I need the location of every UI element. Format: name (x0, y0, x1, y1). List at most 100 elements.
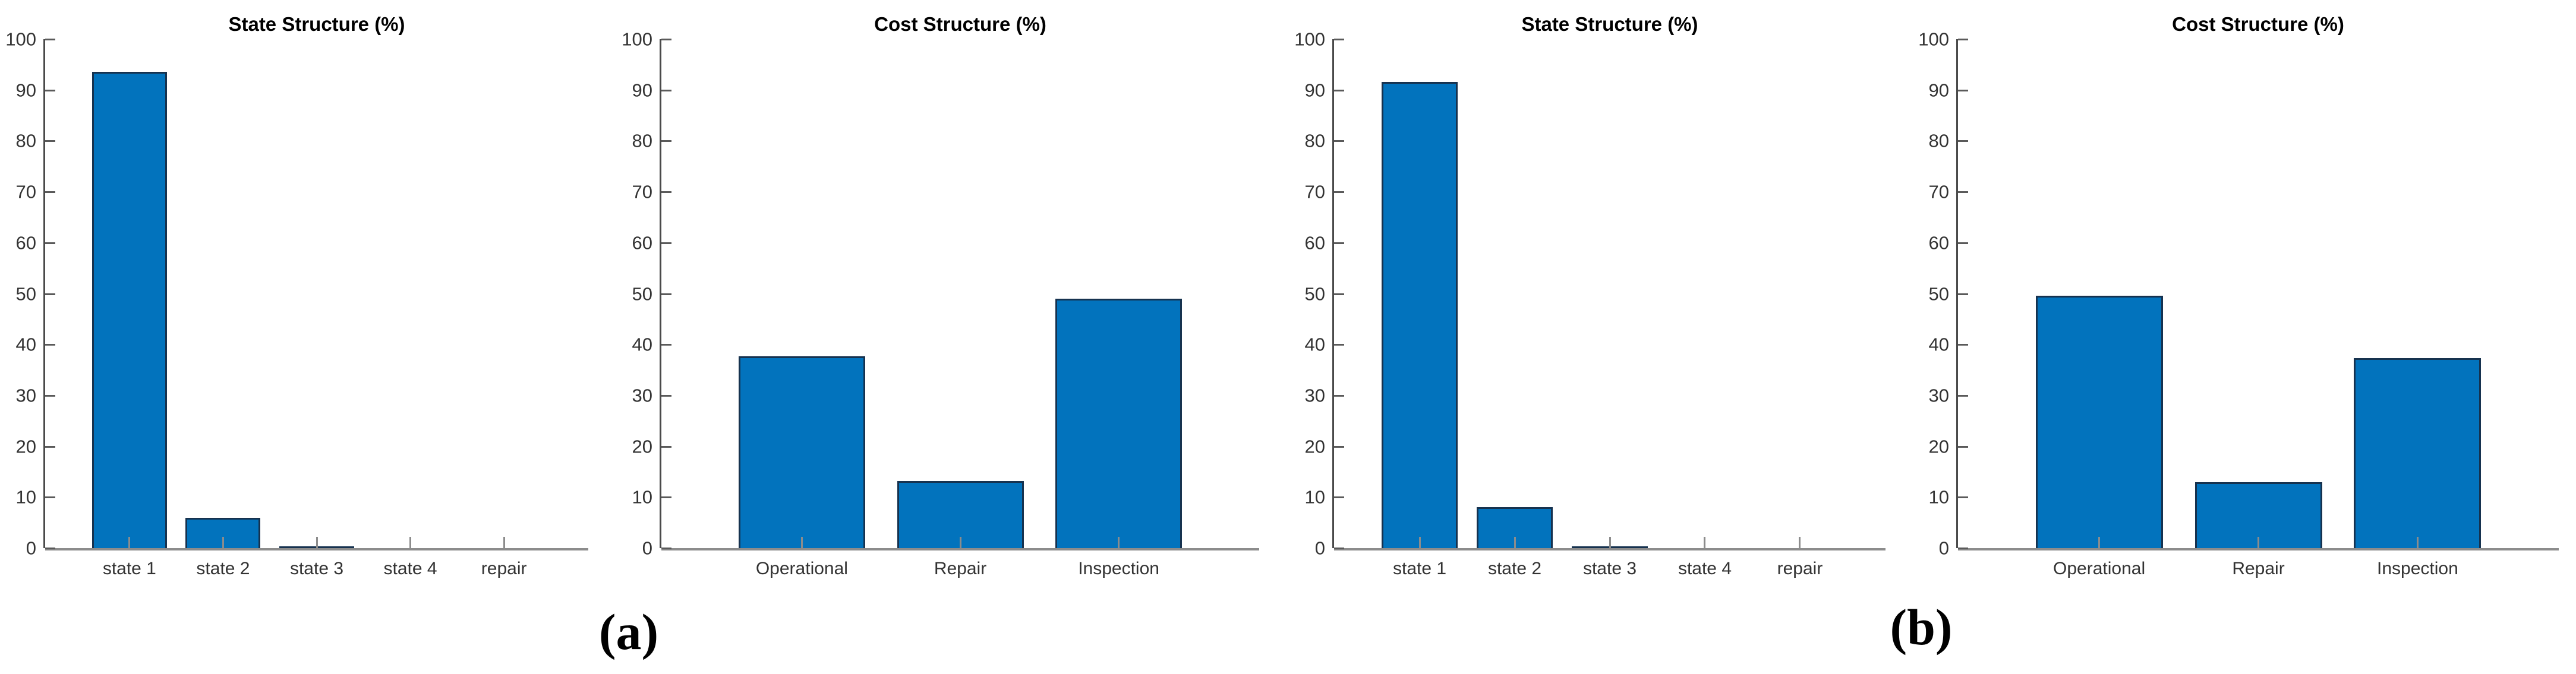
y-tick-label: 80 (15, 130, 36, 151)
panel-label-a: (a) (598, 603, 659, 660)
x-tick-mark (1704, 537, 1706, 548)
y-tick-mark (1334, 496, 1344, 499)
x-tick-mark (959, 537, 961, 548)
y-tick-label: 90 (15, 80, 36, 101)
x-axis-line (661, 548, 1259, 550)
x-tick-mark (128, 537, 131, 548)
y-tick-mark (45, 140, 55, 143)
y-tick-label: 60 (15, 232, 36, 254)
y-axis-line (1956, 39, 1958, 548)
x-tick-label-state-1: state 1 (102, 559, 156, 578)
y-tick-mark (45, 191, 55, 194)
bar-operational (739, 356, 865, 548)
x-tick-label-state-3: state 3 (289, 559, 344, 578)
y-tick-label: 30 (15, 385, 36, 406)
y-tick-label: 10 (1928, 486, 1949, 508)
y-tick-label: 10 (1304, 486, 1325, 508)
y-tick-mark (1958, 548, 1968, 549)
y-tick-label: 50 (1928, 283, 1949, 304)
y-tick-mark (45, 293, 55, 295)
y-tick-label: 100 (1918, 29, 1949, 50)
y-tick-label: 0 (26, 537, 36, 559)
y-tick-label: 40 (1304, 334, 1325, 355)
x-tick-label-inspection: Inspection (1078, 559, 1159, 578)
x-tick-mark (1514, 537, 1516, 548)
bar-inspection (2354, 358, 2481, 548)
x-tick-label-operational: Operational (755, 559, 848, 578)
y-tick-label: 0 (1314, 537, 1325, 559)
x-tick-label-state-2: state 2 (1487, 559, 1542, 578)
y-tick-mark (1334, 394, 1344, 397)
y-tick-mark (1334, 293, 1344, 295)
y-tick-label: 40 (15, 334, 36, 355)
y-tick-mark (45, 39, 55, 40)
y-tick-mark (661, 496, 671, 499)
x-axis-line (45, 548, 588, 550)
y-tick-label: 50 (1304, 283, 1325, 304)
y-tick-label: 90 (632, 80, 652, 101)
y-tick-mark (661, 344, 671, 346)
y-tick-label: 60 (1304, 232, 1325, 254)
x-tick-mark (316, 537, 318, 548)
y-tick-mark (1958, 89, 1968, 91)
x-tick-label-inspection: Inspection (2377, 559, 2458, 578)
y-tick-mark (1334, 445, 1344, 448)
y-tick-mark (1958, 140, 1968, 143)
y-tick-label: 20 (15, 436, 36, 457)
x-tick-label-state-4: state 4 (1678, 559, 1732, 578)
y-tick-label: 0 (1938, 537, 1949, 559)
y-tick-mark (45, 344, 55, 346)
y-tick-label: 10 (632, 486, 652, 508)
y-tick-mark (1958, 191, 1968, 194)
y-tick-mark (1958, 242, 1968, 244)
y-tick-label: 70 (15, 181, 36, 202)
x-tick-mark (800, 537, 803, 548)
y-tick-label: 10 (15, 486, 36, 508)
y-axis-line (1332, 39, 1334, 548)
x-tick-label-state-4: state 4 (383, 559, 437, 578)
y-tick-label: 30 (632, 385, 652, 406)
y-tick-mark (661, 39, 671, 40)
x-tick-mark (2416, 537, 2419, 548)
chart-title: State Structure (%) (228, 13, 405, 35)
y-tick-label: 30 (1928, 385, 1949, 406)
x-tick-mark (1418, 537, 1421, 548)
y-tick-mark (661, 394, 671, 397)
bar-repair (897, 481, 1024, 548)
y-tick-label: 70 (632, 181, 652, 202)
y-axis-line (660, 39, 661, 548)
y-tick-mark (1334, 344, 1344, 346)
chart-title: State Structure (%) (1521, 13, 1698, 35)
y-tick-label: 20 (1304, 436, 1325, 457)
y-tick-label: 20 (632, 436, 652, 457)
y-tick-label: 40 (1928, 334, 1949, 355)
x-tick-label-state-3: state 3 (1582, 559, 1637, 578)
y-tick-label: 70 (1928, 181, 1949, 202)
bar-inspection (1055, 299, 1182, 548)
bar-state-2 (185, 518, 260, 548)
y-tick-mark (661, 445, 671, 448)
bar-state-2 (1477, 507, 1553, 548)
bar-state-3 (279, 546, 354, 548)
y-tick-mark (1958, 496, 1968, 499)
y-tick-mark (1334, 242, 1344, 244)
y-tick-mark (1334, 140, 1344, 143)
y-tick-mark (45, 548, 55, 549)
y-tick-label: 100 (5, 29, 36, 50)
x-tick-mark (409, 537, 412, 548)
y-tick-label: 30 (1304, 385, 1325, 406)
x-tick-label-repair: Repair (2232, 559, 2285, 578)
y-tick-mark (661, 242, 671, 244)
y-tick-label: 50 (15, 283, 36, 304)
x-tick-mark (222, 537, 224, 548)
y-tick-mark (45, 89, 55, 91)
y-tick-label: 40 (632, 334, 652, 355)
x-axis-line (1958, 548, 2559, 550)
y-tick-label: 100 (622, 29, 652, 50)
bar-state-1 (92, 72, 167, 548)
bar-state-3 (1572, 546, 1648, 548)
y-tick-mark (45, 394, 55, 397)
